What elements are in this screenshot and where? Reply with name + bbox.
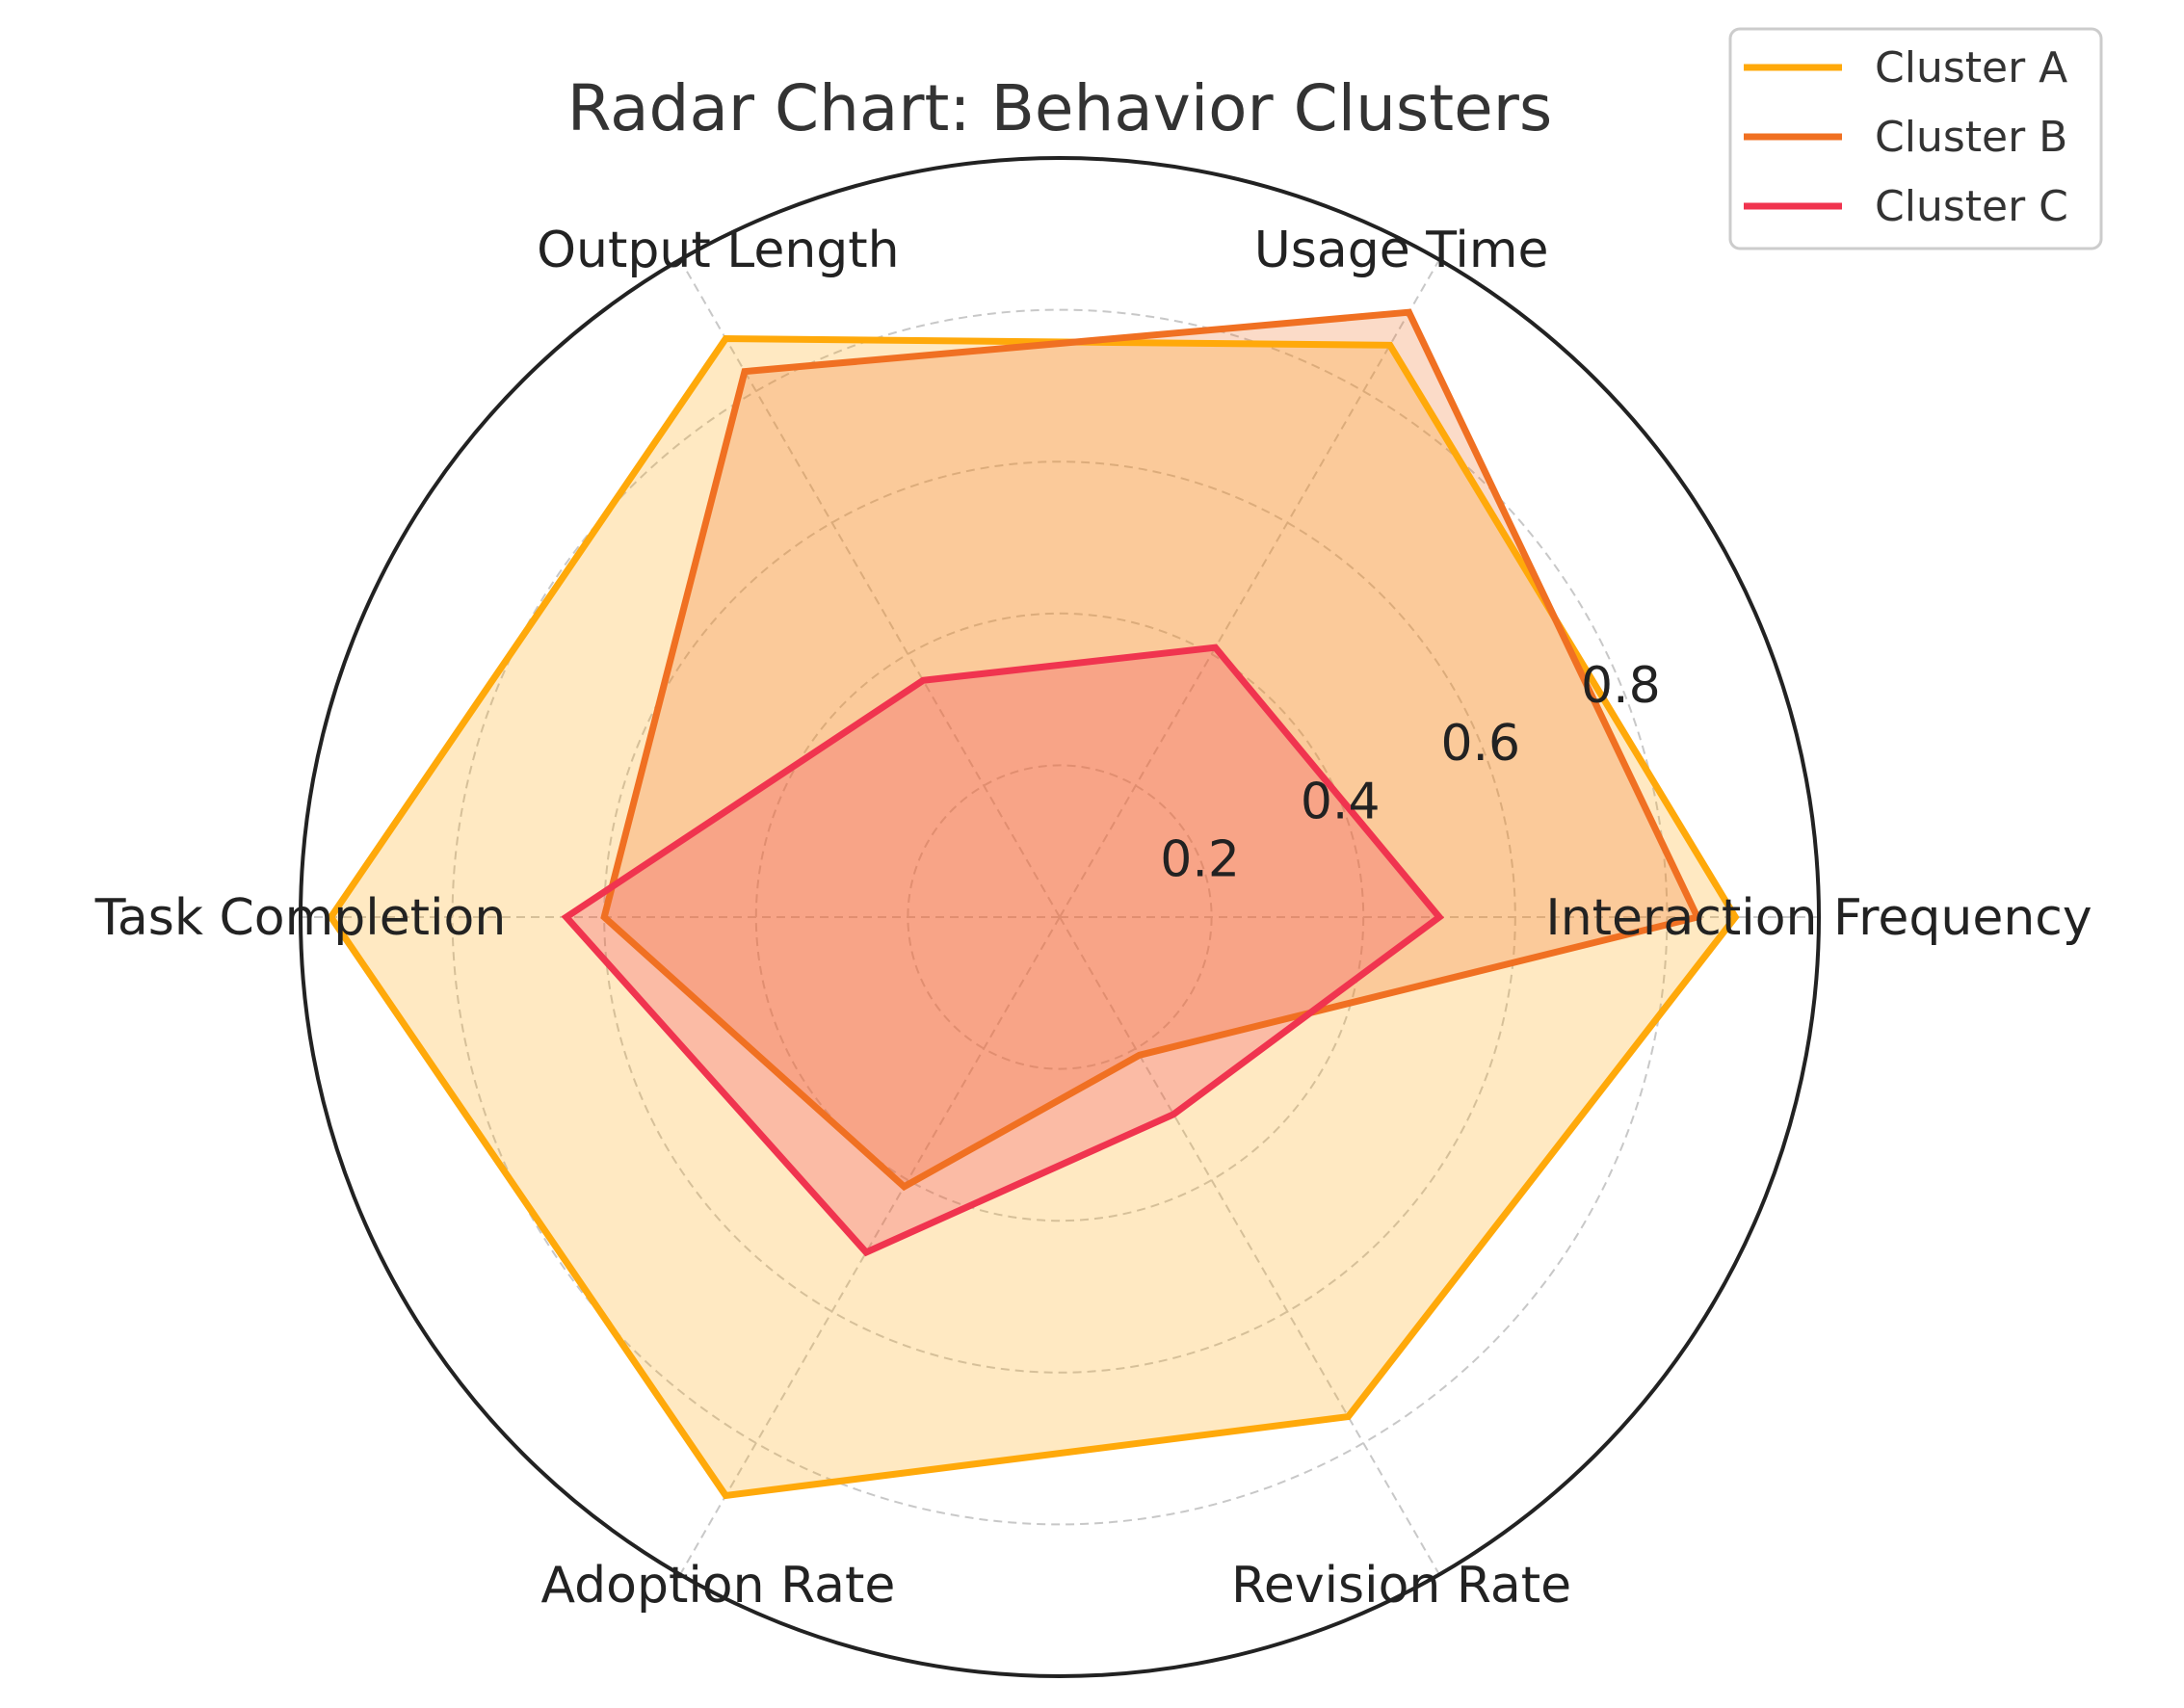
radar-series — [327, 308, 1740, 1500]
series-line-cluster-a — [327, 334, 1740, 1500]
grid-spoke — [679, 916, 1061, 1575]
axis-label-adoption-rate: Adoption Rate — [540, 1557, 895, 1615]
legend-frame — [1728, 27, 2103, 250]
legend-label-cluster-b: Cluster B — [1875, 113, 2067, 162]
axis-label-revision-rate: Revision Rate — [1231, 1557, 1571, 1615]
series-area-cluster-c — [566, 647, 1439, 1252]
grid-spoke — [679, 259, 1061, 918]
axis-label-task-completion: Task Completion — [94, 889, 507, 947]
radial-tick-labels: 0.2 0.4 0.6 0.8 — [1160, 657, 1661, 889]
axis-label-usage-time: Usage Time — [1254, 222, 1549, 279]
grid-spoke — [1059, 259, 1440, 918]
tick-label: 0.6 — [1440, 715, 1520, 773]
series-line-cluster-b — [600, 308, 1702, 1192]
series-line-cluster-c — [561, 644, 1445, 1257]
legend: Cluster A Cluster B Cluster C — [1728, 27, 2103, 250]
radar-outer-frame — [299, 156, 1821, 1678]
grid-spoke — [1059, 916, 1440, 1575]
tick-label: 0.4 — [1301, 773, 1381, 830]
tick-label: 0.2 — [1160, 831, 1240, 889]
legend-label-cluster-a: Cluster A — [1875, 43, 2067, 92]
tick-label: 0.8 — [1581, 657, 1661, 715]
legend-label-cluster-c: Cluster C — [1875, 182, 2068, 231]
axis-labels: Interaction Frequency Usage Time Output Le… — [94, 222, 2092, 1615]
axis-label-interaction-frequency: Interaction Frequency — [1545, 889, 2092, 947]
series-area-cluster-b — [604, 312, 1697, 1187]
chart-title: Radar Chart: Behavior Clusters — [567, 71, 1553, 145]
axis-label-output-length: Output Length — [537, 222, 900, 279]
